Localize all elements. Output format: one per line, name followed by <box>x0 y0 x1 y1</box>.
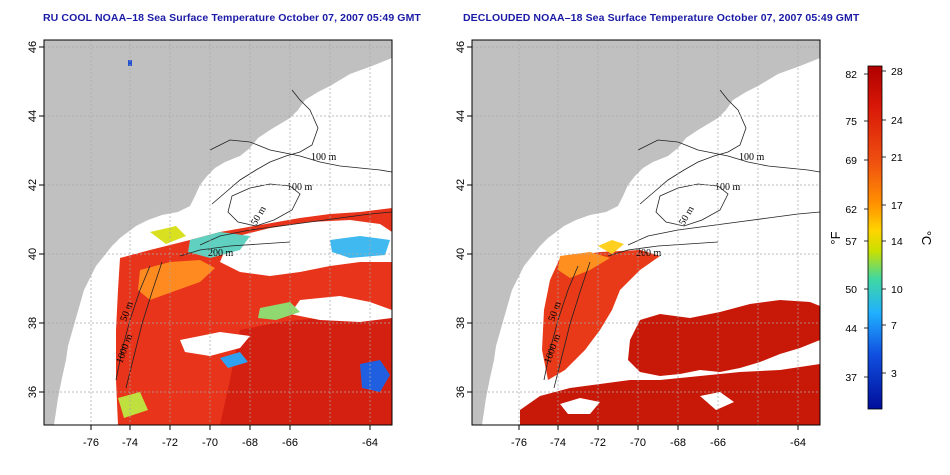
x-tick-label: -76 <box>511 437 527 449</box>
y-tick-label: 46 <box>455 41 467 53</box>
x-tick-label: -76 <box>83 437 99 449</box>
x-tick-label: -74 <box>122 437 138 449</box>
contour-label: 100 m <box>739 152 765 163</box>
x-tick-label: -70 <box>630 437 646 449</box>
panel-title-raw: RU COOL NOAA–18 Sea Surface Temperature … <box>43 12 421 24</box>
contour-label: 100 m <box>311 152 337 163</box>
contour-label: 100 m <box>715 182 741 193</box>
contour-label: 200 m <box>636 248 662 259</box>
colorbar-c-tick: 3 <box>891 368 897 380</box>
x-tick-label: -64 <box>790 437 806 449</box>
y-tick-label: 44 <box>455 110 467 122</box>
colorbar-c-tick: 7 <box>891 320 897 332</box>
y-tick-label: 38 <box>27 317 39 329</box>
y-tick-label: 40 <box>27 248 39 260</box>
x-tick-label: -72 <box>590 437 606 449</box>
x-tick-label: -66 <box>282 437 298 449</box>
colorbar: 82 75 69 62 57 50 44 37 28 24 21 17 14 1… <box>828 65 934 410</box>
y-tick-label: 42 <box>27 179 39 191</box>
colorbar-f-tick: 69 <box>845 155 857 167</box>
map-panel-raw: 100 m 100 m 50 m 200 m 50 m 1000 m -76 -… <box>27 39 393 449</box>
colorbar-f-tick: 62 <box>845 204 857 216</box>
panel-title-declouded: DECLOUDED NOAA–18 Sea Surface Temperatur… <box>463 12 860 24</box>
x-tick-label: -66 <box>710 437 726 449</box>
y-tick-label: 38 <box>455 317 467 329</box>
colorbar-c-tick: 24 <box>891 115 903 127</box>
contour-label: 100 m <box>287 182 313 193</box>
x-tick-label: -68 <box>670 437 686 449</box>
y-tick-label: 36 <box>455 386 467 398</box>
colorbar-f-tick: 50 <box>845 284 857 296</box>
colorbar-c-tick: 14 <box>891 236 903 248</box>
colorbar-c-tick: 21 <box>891 152 903 164</box>
map-panel-declouded: 100 m 100 m 50 m 200 m 50 m 1000 m -76 -… <box>455 39 821 449</box>
colorbar-f-tick: 57 <box>845 236 857 248</box>
colorbar-c-tick: 28 <box>891 66 903 78</box>
y-tick-label: 46 <box>27 41 39 53</box>
celsius-unit-label: °C <box>919 231 934 246</box>
land-mass <box>472 40 820 425</box>
colorbar-f-tick: 37 <box>845 372 857 384</box>
colorbar-f-tick: 75 <box>845 116 857 128</box>
y-tick-label: 36 <box>27 386 39 398</box>
colorbar-c-tick: 17 <box>891 200 903 212</box>
x-tick-label: -74 <box>550 437 566 449</box>
land-mass <box>44 40 392 425</box>
colorbar-gradient <box>867 65 883 410</box>
fahrenheit-unit-label: °F <box>828 231 843 244</box>
contour-label: 200 m <box>208 248 234 259</box>
y-tick-label: 40 <box>455 248 467 260</box>
colorbar-c-tick: 10 <box>891 284 903 296</box>
x-tick-label: -70 <box>202 437 218 449</box>
y-tick-label: 44 <box>27 110 39 122</box>
x-tick-label: -64 <box>362 437 378 449</box>
colorbar-f-tick: 82 <box>845 69 857 81</box>
y-tick-label: 42 <box>455 179 467 191</box>
colorbar-f-tick: 44 <box>845 323 857 335</box>
x-tick-label: -72 <box>162 437 178 449</box>
x-tick-label: -68 <box>242 437 258 449</box>
